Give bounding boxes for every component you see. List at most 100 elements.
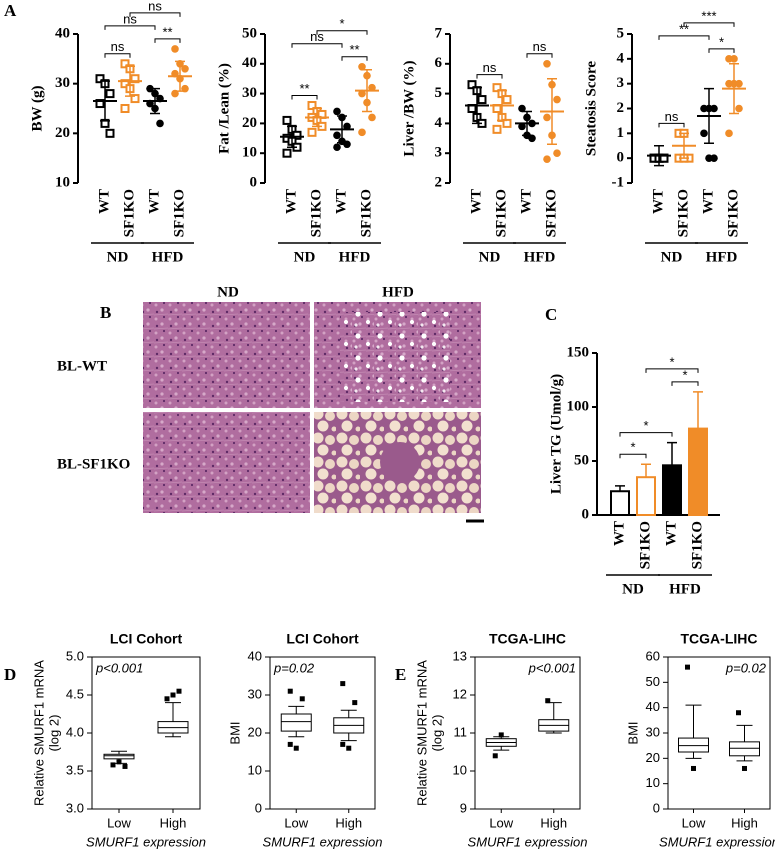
x-tick-label: WT <box>333 189 349 214</box>
y-tick-label: 3.5 <box>66 762 84 777</box>
significance-bracket <box>671 381 699 386</box>
whisker <box>545 702 562 720</box>
whisker <box>736 724 753 742</box>
y-tick-label: 20 <box>646 750 660 765</box>
group-label: HFD <box>669 581 701 597</box>
error-bar <box>704 87 714 145</box>
significance-bracket <box>316 30 368 35</box>
x-tick-label: SF1KO <box>725 189 741 237</box>
y-axis-label: Relative SMURF1 mRNA <box>414 660 429 806</box>
group-label: ND <box>107 249 129 265</box>
outlier <box>287 741 293 747</box>
whisker <box>340 733 357 742</box>
whisker <box>685 704 702 739</box>
group-label: ND <box>479 249 501 265</box>
x-tick-label: SF1KO <box>675 189 691 237</box>
data-point <box>333 107 341 116</box>
significance-bracket <box>104 53 131 58</box>
error-bar <box>150 87 160 115</box>
error-bar <box>175 60 185 92</box>
data-point <box>358 128 366 137</box>
whisker <box>340 709 357 718</box>
error-bar <box>654 145 664 167</box>
y-tick-label: 5.0 <box>66 648 84 663</box>
significance-label: ns <box>665 109 679 124</box>
x-tick-label: High <box>335 815 362 830</box>
row-label: BL-SF1KO <box>57 456 130 472</box>
y-tick-label: 4 <box>435 115 443 131</box>
x-tick-label: WT <box>663 521 679 546</box>
x-tick-label: Low <box>284 815 308 830</box>
data-point <box>343 140 351 149</box>
outlier <box>287 688 293 694</box>
x-tick-label: Low <box>489 815 513 830</box>
y-tick-label: 0 <box>617 150 625 166</box>
chart-title: LCI Cohort <box>110 631 183 647</box>
box <box>678 737 709 753</box>
y-tick-label: 4.0 <box>66 724 84 739</box>
whisker <box>685 752 702 759</box>
significance-bracket <box>658 35 710 40</box>
data-point <box>543 155 551 163</box>
data-point <box>130 74 140 84</box>
chart-title: LCI Cohort <box>286 631 359 647</box>
data-point <box>502 95 512 105</box>
data-point <box>553 149 561 157</box>
data-point <box>282 148 292 158</box>
whisker <box>736 755 753 762</box>
significance-label: ** <box>349 42 359 57</box>
data-point <box>528 134 536 143</box>
column-label: HFD <box>382 284 414 300</box>
data-point <box>105 128 115 138</box>
panel-label: D <box>4 665 16 684</box>
outlier <box>340 681 346 687</box>
y-axis-label: Steatosis Score <box>583 61 599 156</box>
group-label: ND <box>622 581 644 597</box>
outlier <box>736 710 741 716</box>
box <box>729 741 760 757</box>
x-tick-label: Low <box>682 815 706 830</box>
outlier <box>116 759 122 765</box>
data-point <box>730 55 738 63</box>
data-point <box>659 153 669 163</box>
outlier <box>122 763 128 769</box>
y-tick-label: 2 <box>435 174 443 190</box>
y-axis-label: Liver TG (Umol/g) <box>548 374 564 494</box>
histology-image <box>340 312 450 402</box>
data-point <box>156 119 164 128</box>
significance-label: * <box>339 16 344 31</box>
significance-bracket <box>645 368 699 373</box>
data-point <box>492 124 502 134</box>
y-tick-label: 0 <box>255 800 262 815</box>
y-tick-label: 0 <box>582 506 590 522</box>
x-tick-label: SF1KO <box>358 189 374 237</box>
panel-label: A <box>4 1 17 20</box>
error-bar <box>615 485 625 492</box>
y-tick-label: 20 <box>248 724 262 739</box>
data-point <box>120 104 130 113</box>
y-tick-label: 20 <box>242 115 257 131</box>
y-tick-label: 30 <box>242 85 257 101</box>
significance-label: ** <box>679 21 689 36</box>
plot-frame <box>667 656 771 810</box>
data-point <box>725 129 733 138</box>
x-tick-label: SF1KO <box>543 189 559 237</box>
data-point <box>368 83 376 92</box>
error-bar <box>362 69 372 113</box>
error-bar <box>641 463 651 478</box>
group-label: HFD <box>524 249 556 265</box>
significance-label: * <box>682 367 687 382</box>
histology-image <box>143 412 310 513</box>
group-label: HFD <box>706 249 738 265</box>
bar <box>662 464 682 517</box>
bar <box>610 490 630 516</box>
panel-label: B <box>100 303 111 322</box>
data-point <box>368 113 376 122</box>
x-tick-label: SF1KO <box>689 521 705 569</box>
y-tick-label: 5 <box>617 25 625 41</box>
outlier <box>498 732 504 738</box>
error-bar <box>287 125 297 148</box>
x-tick-label: WT <box>146 189 162 214</box>
y-tick-label: 50 <box>574 452 589 468</box>
y-tick-label: 13 <box>453 648 467 663</box>
